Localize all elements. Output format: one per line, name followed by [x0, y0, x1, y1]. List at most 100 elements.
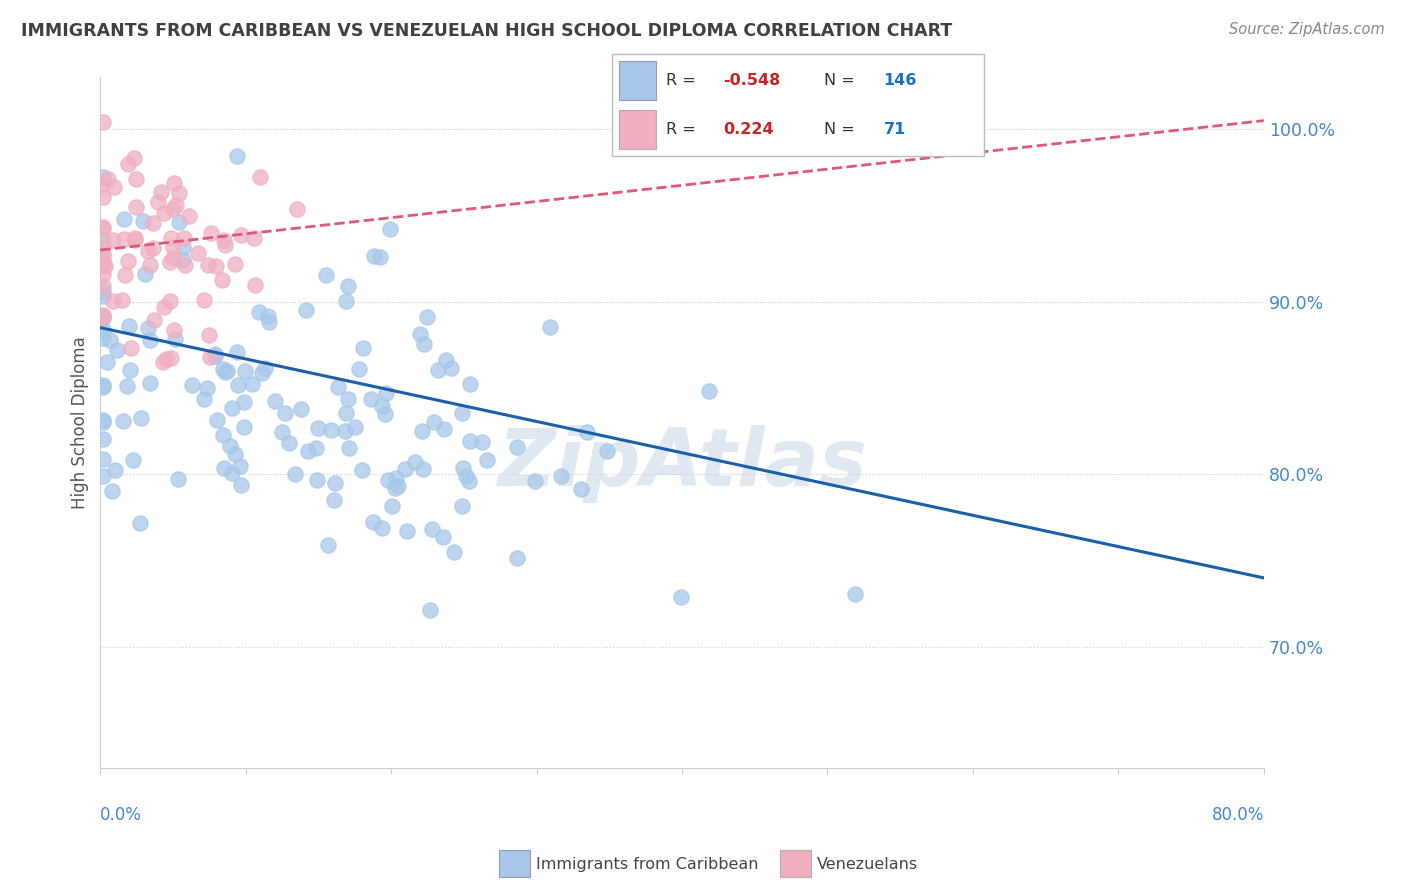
Point: [226, 344, 249, 359]
Point: [419, 603, 441, 617]
Point: [307, 421, 329, 435]
Point: [162, 176, 184, 190]
Point: [434, 352, 457, 367]
Point: [91, 377, 114, 392]
Point: [142, 216, 165, 230]
Point: [297, 443, 319, 458]
Point: [172, 240, 194, 254]
Point: [423, 415, 446, 429]
Point: [91, 278, 114, 293]
Point: [337, 441, 360, 455]
Point: [697, 384, 720, 399]
Point: [363, 248, 385, 262]
Point: [91, 177, 114, 191]
Point: [256, 309, 278, 323]
Point: [131, 213, 153, 227]
Point: [394, 462, 416, 476]
Point: [148, 194, 170, 209]
Point: [100, 333, 122, 347]
Point: [235, 364, 257, 378]
Text: 80.0%: 80.0%: [1212, 805, 1264, 823]
Point: [139, 258, 162, 272]
Point: [671, 591, 693, 605]
Point: [91, 284, 114, 298]
Point: [150, 186, 173, 200]
Point: [96, 355, 118, 369]
Point: [271, 425, 294, 439]
Point: [432, 530, 454, 544]
Point: [91, 258, 114, 272]
Point: [153, 301, 176, 315]
Point: [112, 232, 135, 246]
Text: 146: 146: [883, 72, 917, 87]
Point: [374, 407, 396, 421]
Point: [114, 268, 136, 282]
Point: [129, 516, 152, 530]
Point: [174, 258, 197, 272]
Point: [91, 469, 114, 483]
Point: [247, 305, 270, 319]
Point: [117, 157, 139, 171]
Point: [200, 351, 222, 365]
Point: [322, 492, 344, 507]
Point: [844, 587, 866, 601]
Point: [323, 476, 346, 491]
Point: [506, 551, 529, 566]
Point: [263, 393, 285, 408]
Point: [217, 364, 239, 378]
Point: [91, 452, 114, 467]
Point: [91, 115, 114, 129]
Point: [212, 233, 235, 247]
Point: [242, 231, 264, 245]
Point: [316, 538, 339, 552]
Point: [162, 240, 184, 254]
Point: [221, 466, 243, 480]
Point: [195, 381, 218, 395]
Point: [475, 452, 498, 467]
Point: [91, 289, 114, 303]
Point: [200, 226, 222, 240]
Point: [159, 294, 181, 309]
Point: [336, 279, 359, 293]
Point: [91, 248, 114, 262]
Point: [131, 411, 153, 425]
FancyBboxPatch shape: [612, 54, 984, 156]
Point: [335, 405, 357, 419]
Point: [350, 463, 373, 477]
Point: [451, 461, 474, 475]
Point: [134, 267, 156, 281]
Point: [125, 200, 148, 214]
Point: [91, 413, 114, 427]
Point: [91, 221, 114, 235]
Point: [233, 420, 256, 434]
Point: [380, 222, 402, 236]
Point: [224, 447, 246, 461]
Point: [91, 240, 114, 254]
Point: [104, 463, 127, 477]
Point: [274, 406, 297, 420]
Point: [162, 202, 184, 217]
Point: [91, 170, 114, 185]
Point: [163, 323, 186, 337]
Point: [91, 219, 114, 234]
Point: [167, 215, 190, 229]
Point: [387, 479, 409, 493]
Point: [91, 323, 114, 337]
Point: [214, 238, 236, 252]
Point: [204, 347, 226, 361]
Point: [139, 376, 162, 390]
Point: [315, 268, 337, 282]
Point: [204, 349, 226, 363]
Point: [411, 424, 433, 438]
Point: [101, 294, 124, 309]
Point: [91, 189, 114, 203]
Point: [285, 202, 308, 216]
Point: [125, 172, 148, 186]
Point: [101, 483, 124, 498]
Point: [173, 231, 195, 245]
Point: [91, 253, 114, 268]
Point: [212, 460, 235, 475]
Point: [212, 362, 235, 376]
Point: [596, 444, 619, 458]
Point: [249, 170, 271, 185]
